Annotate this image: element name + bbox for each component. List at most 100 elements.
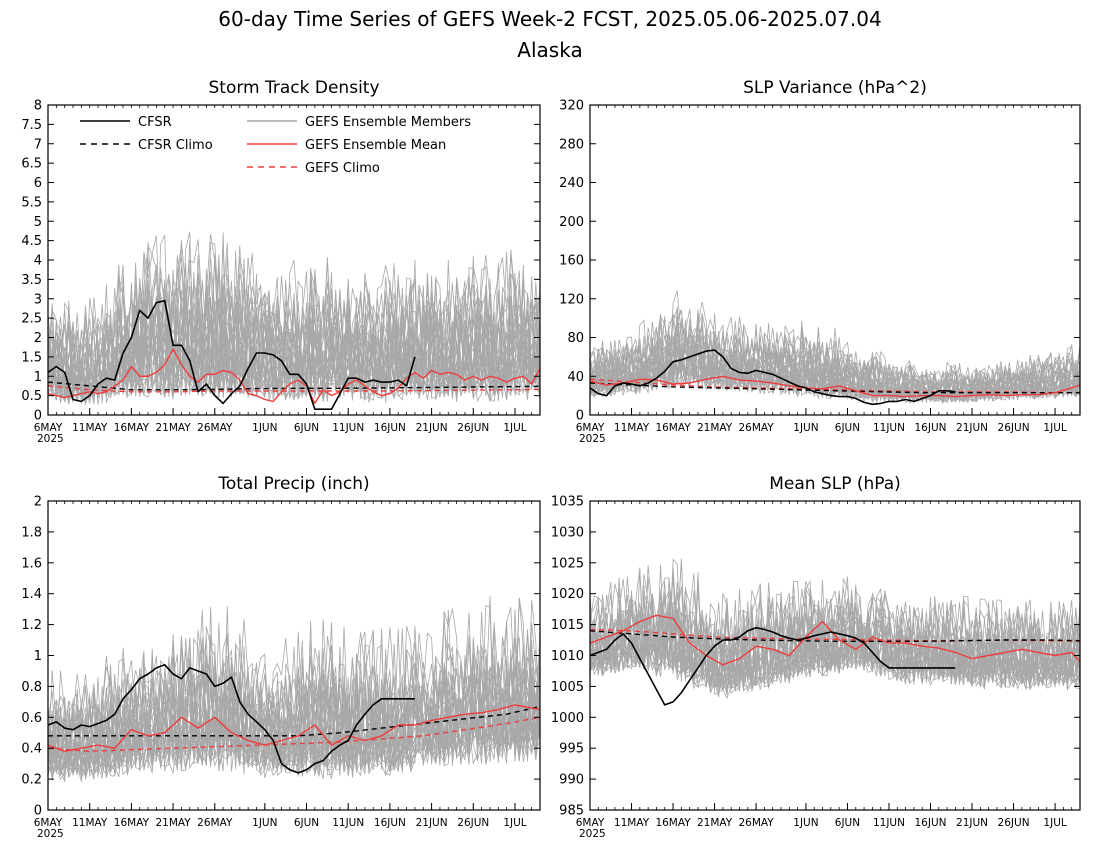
- x-tick-label: 26MAY: [739, 817, 775, 829]
- ensemble-member-line: [590, 318, 1080, 403]
- chart-panel-4: Mean SLP (hPa) 985 990 995 1000 1005 1010 1015 1…: [551, 474, 1081, 840]
- x-tick-label: 21MAY: [155, 422, 191, 434]
- series-cfsr-climo: [48, 381, 540, 391]
- series-cfsr-climo: [48, 705, 540, 737]
- y-tick-label: 0.4: [21, 742, 42, 757]
- ensemble-member-line: [590, 585, 1080, 689]
- chart-panel-2: SLP Variance (hPa^2) 0 40 80 120 160 200 240 280…: [559, 78, 1081, 445]
- x-tick-label: 26JUN: [457, 422, 489, 434]
- x-tick-label: 16JUN: [915, 817, 947, 829]
- x-tick-label: 26JUN: [457, 817, 489, 829]
- x-tick-label: 6JUN: [294, 422, 319, 434]
- chart-panel-3: Total Precip (inch) 0 0.2 0.4 0.6 0.8 1 1.2 1.4 1…: [21, 474, 541, 840]
- y-tick-label: 0.6: [21, 711, 42, 726]
- ensemble-member-line: [590, 309, 1080, 404]
- x-year-label: 2025: [37, 433, 64, 445]
- x-tick-label: 26JUN: [998, 817, 1030, 829]
- x-tick-label: 1JUN: [793, 817, 818, 829]
- legend: CFSR CFSR Climo GEFS Ensemble Members GEFS …: [80, 115, 471, 176]
- y-tick-label: 0: [34, 409, 42, 424]
- y-tick-label: 8: [34, 99, 42, 114]
- series-gefs-ensemble-mean: [590, 375, 1080, 398]
- y-tick-label: 6: [34, 176, 42, 191]
- x-tick-label: 16JUN: [915, 422, 947, 434]
- ensemble-member-line: [48, 668, 540, 780]
- ensemble-members: [590, 558, 1080, 699]
- panel-title: SLP Variance (hPa^2): [743, 78, 927, 98]
- x-tick-label: 21JUN: [416, 422, 448, 434]
- ensemble-member-line: [48, 655, 540, 778]
- y-tick-label: 2: [34, 495, 42, 510]
- y-tick-label: 5: [34, 215, 42, 230]
- x-tick-label: 16JUN: [374, 422, 406, 434]
- x-tick-label: 21JUN: [956, 817, 988, 829]
- x-tick-label: 11JUN: [873, 422, 905, 434]
- y-tick-label: 1020: [551, 587, 584, 602]
- y-tick-label: 1.5: [21, 350, 42, 365]
- y-tick-label: 1.6: [21, 556, 42, 571]
- y-tick-label: 1: [34, 649, 42, 664]
- x-tick-label: 1JUN: [793, 422, 818, 434]
- x-tick-label: 16MAY: [655, 422, 691, 434]
- ensemble-member-line: [590, 602, 1080, 689]
- panel-title: Mean SLP (hPa): [769, 474, 901, 494]
- ensemble-members: [48, 231, 540, 406]
- x-tick-label: 11MAY: [614, 817, 650, 829]
- y-tick-label: 200: [559, 215, 584, 230]
- series-cfsr-climo: [590, 382, 1080, 394]
- y-tick-label: 1010: [551, 649, 584, 664]
- series-lines: [590, 349, 1080, 406]
- y-tick-label: 3: [34, 292, 42, 307]
- y-tick-label: 120: [559, 292, 584, 307]
- series-lines: [48, 299, 540, 411]
- y-tick-label: 985: [559, 804, 584, 819]
- series-gefs-ensemble-mean: [590, 614, 1080, 666]
- y-tick-label: 1030: [551, 525, 584, 540]
- panel-title: Total Precip (inch): [217, 474, 369, 494]
- y-tick-label: 240: [559, 176, 584, 191]
- x-tick-label: 6JUN: [835, 817, 860, 829]
- y-tick-label: 1.8: [21, 525, 42, 540]
- x-tick-label: 1JUL: [503, 817, 526, 829]
- y-tick-label: 0.5: [21, 389, 42, 404]
- x-tick-label: 6MAY: [34, 817, 63, 829]
- y-tick-label: 1000: [551, 711, 584, 726]
- legend-label: GEFS Ensemble Members: [305, 115, 471, 130]
- x-tick-label: 6MAY: [576, 422, 605, 434]
- ensemble-member-line: [48, 240, 540, 401]
- series-gefs-ensemble-mean: [48, 704, 540, 752]
- legend-label: CFSR Climo: [138, 138, 213, 153]
- ensemble-member-line: [48, 675, 540, 780]
- x-tick-label: 11MAY: [614, 422, 650, 434]
- ensemble-member-line: [48, 597, 540, 774]
- x-tick-label: 11MAY: [72, 817, 108, 829]
- y-tick-label: 3.5: [21, 273, 42, 288]
- ensemble-member-line: [48, 246, 540, 404]
- x-tick-label: 6JUN: [835, 422, 860, 434]
- y-tick-label: 1015: [551, 618, 584, 633]
- x-tick-label: 16MAY: [655, 817, 691, 829]
- series-lines: [590, 614, 1080, 706]
- x-tick-label: 11JUN: [332, 422, 364, 434]
- y-tick-label: 0.2: [21, 773, 42, 788]
- y-tick-label: 80: [567, 331, 584, 346]
- y-tick-label: 5.5: [21, 195, 42, 210]
- chart-panel-1: Storm Track Density 0 0.5 1 1.5 2 2.5 3 3.5 4 4.5 5…: [21, 78, 541, 445]
- x-tick-label: 1JUL: [1043, 422, 1066, 434]
- series-gefs-climo: [48, 385, 540, 393]
- series-cfsr: [48, 299, 416, 411]
- x-tick-label: 1JUN: [252, 817, 277, 829]
- series-cfsr: [590, 626, 956, 706]
- y-tick-label: 2.5: [21, 312, 42, 327]
- series-gefs-climo: [48, 716, 540, 752]
- y-tick-label: 40: [567, 370, 584, 385]
- x-tick-label: 21JUN: [416, 817, 448, 829]
- y-tick-label: 7.5: [21, 118, 42, 133]
- x-year-label: 2025: [579, 433, 606, 445]
- x-tick-label: 26MAY: [197, 422, 233, 434]
- x-tick-label: 21MAY: [697, 422, 733, 434]
- y-tick-label: 1.2: [21, 618, 42, 633]
- ensemble-member-line: [590, 606, 1080, 690]
- y-tick-label: 1: [34, 370, 42, 385]
